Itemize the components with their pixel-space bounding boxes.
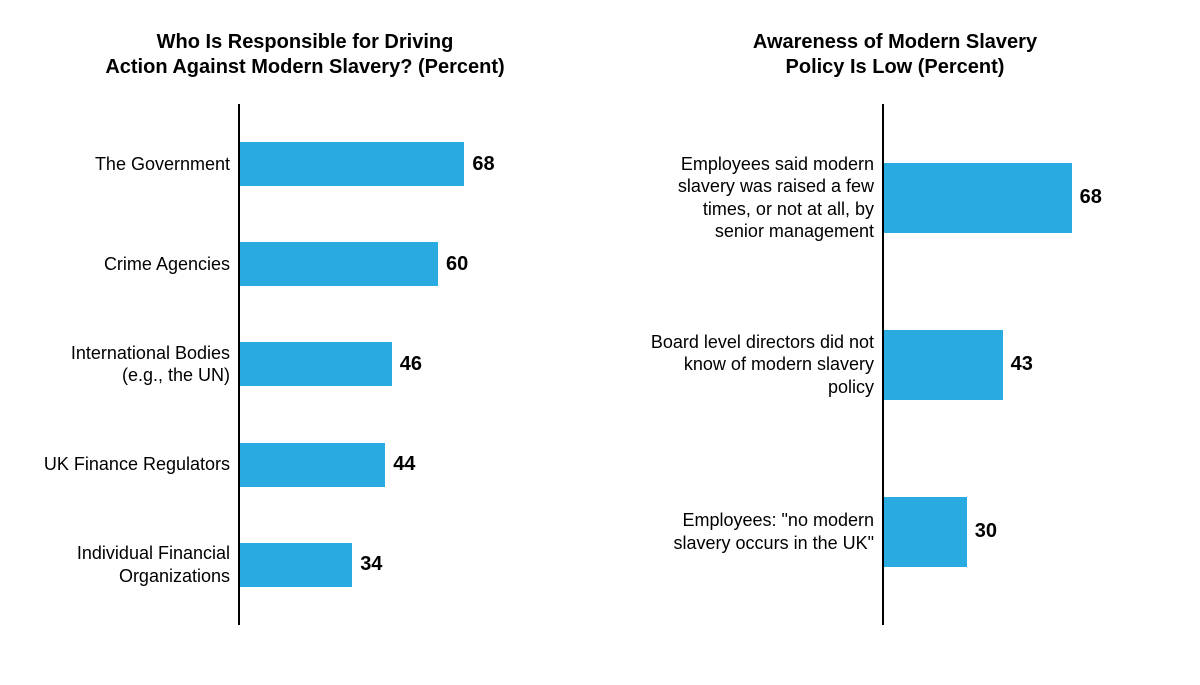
left-value-4: 34	[352, 553, 382, 576]
left-labels-col: The Government Crime Agencies Internatio…	[40, 104, 238, 625]
right-chart-title: Awareness of Modern Slavery Policy Is Lo…	[630, 30, 1160, 80]
left-bar-4	[240, 543, 352, 587]
left-bar-row-1: 60	[240, 242, 570, 286]
left-bar-0	[240, 142, 464, 186]
charts-page: Who Is Responsible for Driving Action Ag…	[0, 0, 1200, 685]
right-labels-col: Employees said modern slavery was raised…	[630, 104, 882, 625]
right-cat-label-2: Employees: "no modern slavery occurs in …	[630, 452, 882, 612]
right-chart-title-line2: Policy Is Low (Percent)	[786, 56, 1005, 78]
left-bar-1	[240, 242, 438, 286]
right-cat-label-1: Board level directors did not know of mo…	[630, 285, 882, 445]
right-value-0: 68	[1072, 186, 1102, 209]
left-value-3: 44	[385, 453, 415, 476]
right-chart-body: Employees said modern slavery was raised…	[630, 104, 1160, 625]
left-cat-label-4: Individual Financial Organizations	[40, 517, 238, 613]
left-value-0: 68	[464, 153, 494, 176]
left-chart-title-line1: Who Is Responsible for Driving	[157, 31, 454, 53]
left-bars-col: 68 60 46 44 34	[240, 104, 570, 625]
right-cat-label-0: Employees said modern slavery was raised…	[630, 118, 882, 278]
left-bar-row-3: 44	[240, 443, 570, 487]
right-chart-title-line1: Awareness of Modern Slavery	[753, 31, 1037, 53]
right-bar-row-2: 30	[884, 497, 1160, 567]
left-chart-panel: Who Is Responsible for Driving Action Ag…	[40, 30, 570, 625]
left-chart-title: Who Is Responsible for Driving Action Ag…	[40, 30, 570, 80]
right-value-1: 43	[1003, 353, 1033, 376]
left-bar-3	[240, 443, 385, 487]
left-cat-label-3: UK Finance Regulators	[40, 417, 238, 513]
left-chart-body: The Government Crime Agencies Internatio…	[40, 104, 570, 625]
right-bars-col: 68 43 30	[884, 104, 1160, 625]
left-bar-row-2: 46	[240, 342, 570, 386]
left-value-2: 46	[392, 353, 422, 376]
left-bar-row-4: 34	[240, 543, 570, 587]
left-cat-label-0: The Government	[40, 116, 238, 212]
right-bar-0	[884, 163, 1072, 233]
left-cat-label-2: International Bodies (e.g., the UN)	[40, 316, 238, 412]
left-bar-row-0: 68	[240, 142, 570, 186]
left-chart-title-line2: Action Against Modern Slavery? (Percent)	[105, 56, 504, 78]
right-bar-row-1: 43	[884, 330, 1160, 400]
right-chart-panel: Awareness of Modern Slavery Policy Is Lo…	[630, 30, 1160, 625]
right-bar-row-0: 68	[884, 163, 1160, 233]
right-bar-2	[884, 497, 967, 567]
left-cat-label-1: Crime Agencies	[40, 216, 238, 312]
left-value-1: 60	[438, 253, 468, 276]
right-bar-1	[884, 330, 1003, 400]
left-bar-2	[240, 342, 392, 386]
right-value-2: 30	[967, 520, 997, 543]
